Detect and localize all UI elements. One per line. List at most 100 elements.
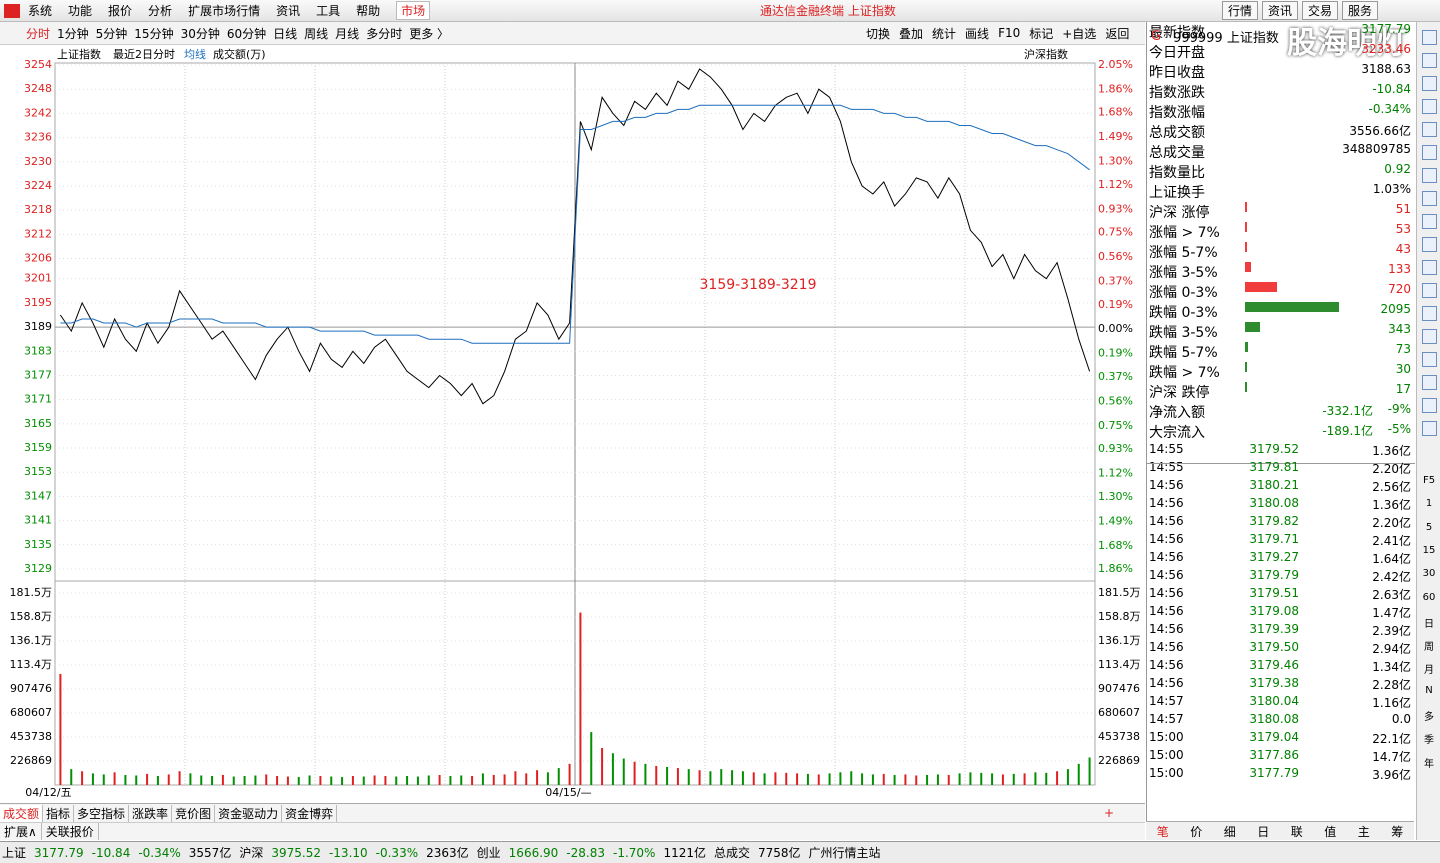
top-button[interactable]: 交易 bbox=[1302, 1, 1339, 20]
right-tab[interactable]: 值 bbox=[1324, 824, 1337, 839]
side-tool[interactable] bbox=[1422, 76, 1437, 91]
right-tab[interactable]: 主 bbox=[1357, 824, 1370, 839]
tool-button[interactable]: +自选 bbox=[1062, 26, 1097, 41]
bottom-tab[interactable]: 资金博弈 bbox=[282, 804, 338, 822]
side-icon[interactable]: N bbox=[1425, 684, 1433, 696]
tick-amount: 1.34亿 bbox=[1372, 660, 1411, 674]
side-icon[interactable]: F5 bbox=[1422, 475, 1436, 486]
right-tab[interactable]: 筹 bbox=[1391, 824, 1404, 839]
menu-item[interactable]: 分析 bbox=[148, 4, 173, 18]
tick-amount: 2.20亿 bbox=[1372, 462, 1411, 476]
top-button[interactable]: 资讯 bbox=[1262, 1, 1299, 20]
side-icon[interactable]: 30 bbox=[1422, 568, 1436, 580]
tool-button[interactable]: F10 bbox=[998, 26, 1021, 40]
bottom-tab[interactable]: 涨跌率 bbox=[129, 804, 173, 822]
right-tab[interactable]: 细 bbox=[1223, 824, 1236, 839]
side-tool[interactable] bbox=[1422, 260, 1437, 275]
side-tool[interactable] bbox=[1422, 214, 1437, 229]
tick-row: 14:57 3180.04 1.16亿 bbox=[1147, 694, 1415, 712]
side-icon[interactable]: 月 bbox=[1424, 665, 1434, 677]
x-tick-label: 04/15/— bbox=[545, 786, 591, 799]
side-tool[interactable] bbox=[1422, 53, 1437, 68]
tick-price: 3177.86 bbox=[1249, 748, 1299, 762]
y2-tick-label: 1.49% bbox=[1098, 130, 1133, 143]
menu-item[interactable]: 系统 bbox=[28, 4, 53, 18]
tool-button[interactable]: 画线 bbox=[965, 26, 990, 41]
side-tool[interactable] bbox=[1422, 145, 1437, 160]
bottom-tab[interactable]: 指标 bbox=[43, 804, 75, 822]
period-tab[interactable]: 60分钟 bbox=[226, 26, 267, 41]
side-icon[interactable]: 季 bbox=[1424, 735, 1434, 747]
side-tool[interactable] bbox=[1422, 99, 1437, 114]
menu-active[interactable]: 市场 bbox=[396, 1, 431, 20]
side-tool[interactable] bbox=[1422, 30, 1437, 45]
period-tab[interactable]: 15分钟 bbox=[134, 26, 174, 41]
tool-button[interactable]: 切换 bbox=[866, 26, 891, 41]
side-tool[interactable] bbox=[1422, 375, 1437, 390]
side-icon[interactable]: 60 bbox=[1422, 591, 1436, 603]
right-tab[interactable]: 笔 bbox=[1156, 824, 1169, 839]
quote-label: 上证换手 bbox=[1149, 185, 1205, 201]
period-tab[interactable]: 多分时 bbox=[366, 26, 403, 41]
side-tool[interactable] bbox=[1422, 421, 1437, 436]
side-tool[interactable] bbox=[1422, 398, 1437, 413]
tool-button[interactable]: 标记 bbox=[1029, 26, 1054, 41]
side-icon[interactable]: 年 bbox=[1424, 758, 1434, 770]
right-tab[interactable]: 价 bbox=[1190, 824, 1203, 839]
side-tool[interactable] bbox=[1422, 283, 1437, 298]
side-icon[interactable]: 15 bbox=[1422, 544, 1436, 556]
period-tab[interactable]: 月线 bbox=[335, 26, 360, 41]
limit-bar bbox=[1245, 242, 1247, 252]
menu-item[interactable]: 扩展市场行情 bbox=[188, 4, 261, 18]
period-tab[interactable]: 更多 〉 bbox=[409, 26, 450, 41]
period-tab[interactable]: 30分钟 bbox=[180, 26, 220, 41]
period-tab[interactable]: 1分钟 bbox=[57, 26, 89, 41]
tool-button[interactable]: 统计 bbox=[932, 26, 957, 41]
side-icon[interactable]: 日 bbox=[1424, 618, 1434, 630]
bottom-row-item[interactable]: 关联报价 bbox=[42, 823, 99, 840]
volume-bar bbox=[232, 776, 235, 785]
menu-item[interactable]: 功能 bbox=[68, 4, 93, 18]
bottom-tab[interactable]: 资金驱动力 bbox=[215, 804, 283, 822]
tool-button[interactable]: 返回 bbox=[1105, 26, 1130, 41]
period-tab[interactable]: 5分钟 bbox=[95, 26, 128, 41]
volume-bar bbox=[839, 772, 842, 785]
period-tab[interactable]: 分时 bbox=[26, 26, 51, 41]
side-tool[interactable] bbox=[1422, 352, 1437, 367]
right-tab[interactable]: 日 bbox=[1257, 824, 1270, 839]
side-tool[interactable] bbox=[1422, 306, 1437, 321]
y-tick-label: 3254 bbox=[24, 58, 52, 71]
add-button[interactable]: + bbox=[1104, 806, 1115, 820]
menu-item[interactable]: 报价 bbox=[108, 4, 133, 18]
bottom-tab[interactable]: 成交额 bbox=[0, 804, 44, 822]
bottom-row-item[interactable]: 扩展∧ bbox=[0, 823, 42, 840]
top-button[interactable]: 服务 bbox=[1342, 1, 1379, 20]
quote-value: 348809785 bbox=[1342, 142, 1411, 156]
flow-amount: -189.1亿 bbox=[1322, 424, 1373, 438]
limit-row: 跌幅 3-5% 343 bbox=[1147, 322, 1415, 342]
limit-label: 跌幅 5-7% bbox=[1149, 345, 1218, 361]
volume-bar bbox=[763, 773, 766, 785]
bottom-tab[interactable]: 竞价图 bbox=[172, 804, 216, 822]
side-tool[interactable] bbox=[1422, 191, 1437, 206]
side-icon[interactable]: 周 bbox=[1424, 642, 1434, 654]
menu-item[interactable]: 资讯 bbox=[276, 4, 301, 18]
side-tool[interactable] bbox=[1422, 237, 1437, 252]
side-icon[interactable]: 多 bbox=[1424, 712, 1434, 723]
side-icon[interactable]: 1 bbox=[1425, 498, 1433, 510]
side-tool[interactable] bbox=[1422, 168, 1437, 183]
tool-button[interactable]: 叠加 bbox=[899, 26, 924, 41]
side-tool[interactable] bbox=[1422, 122, 1437, 137]
volume-bar bbox=[1012, 773, 1015, 785]
top-button[interactable]: 行情 bbox=[1222, 1, 1259, 20]
menu-item[interactable]: 帮助 bbox=[356, 4, 381, 18]
right-tab[interactable]: 联 bbox=[1290, 824, 1303, 839]
menu-item[interactable]: 工具 bbox=[316, 4, 341, 18]
period-tab[interactable]: 周线 bbox=[304, 26, 329, 41]
volume-bar bbox=[341, 777, 344, 785]
side-tool[interactable] bbox=[1422, 329, 1437, 344]
tick-amount: 22.1亿 bbox=[1372, 732, 1411, 746]
period-tab[interactable]: 日线 bbox=[273, 26, 298, 41]
bottom-tab[interactable]: 多空指标 bbox=[74, 804, 130, 822]
side-icon[interactable]: 5 bbox=[1425, 521, 1433, 533]
